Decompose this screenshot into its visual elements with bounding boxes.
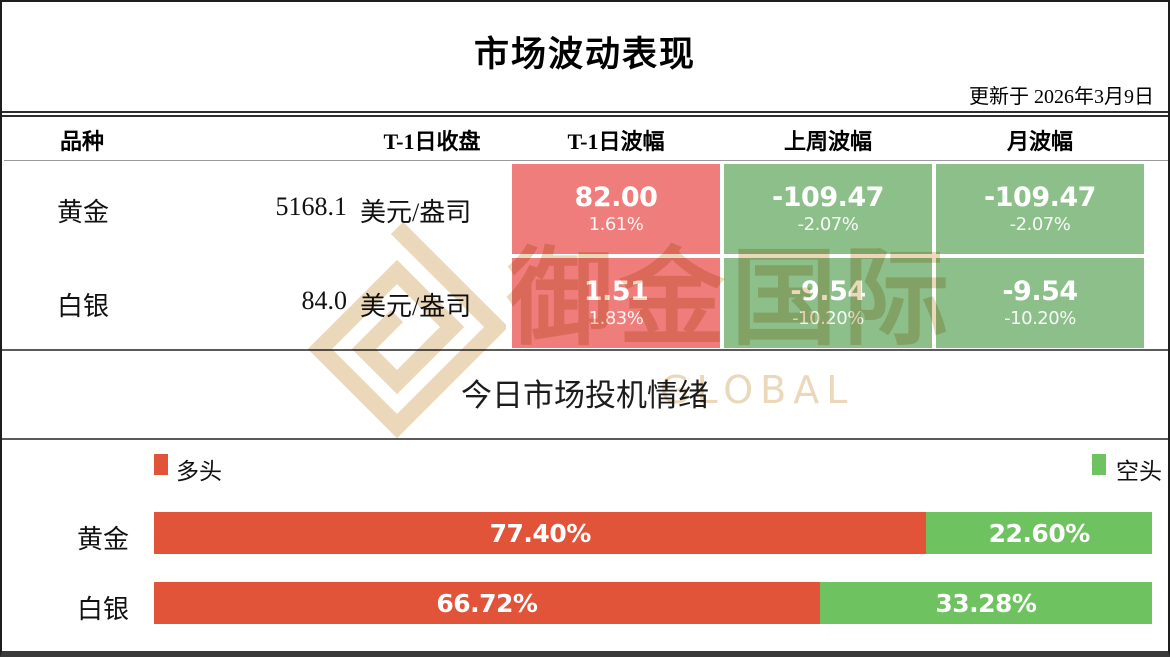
section-divider-top [2,349,1168,351]
sentiment-bar-silver-label: 白银 [77,595,130,624]
gold-week-pct: -2.07% [797,213,859,235]
row-gold-close-unit: 美元/盎司 [360,198,472,227]
silver-t1-value: 1.51 [583,275,649,307]
legend-long-swatch-icon [154,454,168,475]
column-header-variety: 品种 [59,129,104,154]
row-silver-close-value: 84.0 [301,286,348,315]
gold-t1-range-cell: 82.00 1.61% [512,164,720,254]
legend-long-label: 多头 [176,459,222,484]
silver-week-range-cell: -9.54 -10.20% [724,258,932,348]
silver-long-pct-label: 66.72% [436,588,538,618]
silver-short-pct-label: 33.28% [935,588,1037,618]
silver-week-value: -9.54 [790,275,866,307]
sentiment-bar-gold-label: 黄金 [77,525,130,554]
gold-t1-pct: 1.61% [588,213,644,235]
gold-short-pct-label: 22.60% [988,518,1091,548]
gold-month-value: -109.47 [984,181,1096,213]
section-divider-bottom [2,438,1168,440]
row-silver-close-unit: 美元/盎司 [360,292,472,321]
sentiment-bar-silver: 66.72% 33.28% [154,582,1152,624]
updated-timestamp: 更新于 2026年3月9日 [969,86,1154,108]
gold-week-range-cell: -109.47 -2.07% [724,164,932,254]
sentiment-section-title: 今日市场投机情绪 [461,378,709,413]
silver-month-value: -9.54 [1002,275,1078,307]
gold-month-pct: -2.07% [1009,213,1071,235]
gold-month-range-cell: -109.47 -2.07% [936,164,1144,254]
silver-month-pct: -10.20% [1004,307,1076,329]
silver-short-segment: 33.28% [819,582,1152,624]
silver-t1-pct: 1.83% [588,307,644,329]
legend-short-swatch-icon [1092,454,1106,475]
gold-long-pct-label: 77.40% [489,518,592,548]
silver-month-range-cell: -9.54 -10.20% [936,258,1144,348]
gold-short-segment: 22.60% [926,512,1152,554]
silver-long-segment: 66.72% [154,582,820,624]
sentiment-bar-gold: 77.40% 22.60% [154,512,1152,554]
silver-t1-range-cell: 1.51 1.83% [512,258,720,348]
header-divider [2,111,1168,117]
column-header-month-range: 月波幅 [1006,129,1073,154]
row-gold-close-value: 5168.1 [275,192,348,221]
column-header-close: T-1日收盘 [383,129,481,154]
column-header-t1-range: T-1日波幅 [567,129,665,154]
page-title: 市场波动表现 [473,35,696,74]
row-gold-name: 黄金 [57,198,110,227]
gold-long-segment: 77.40% [154,512,927,554]
legend-short-label: 空头 [1116,459,1162,484]
table-header-underline [4,160,1168,161]
silver-week-pct: -10.20% [792,307,864,329]
row-silver-name: 白银 [57,292,110,321]
gold-week-value: -109.47 [772,181,884,213]
column-header-week-range: 上周波幅 [783,129,872,154]
gold-t1-value: 82.00 [574,181,658,213]
